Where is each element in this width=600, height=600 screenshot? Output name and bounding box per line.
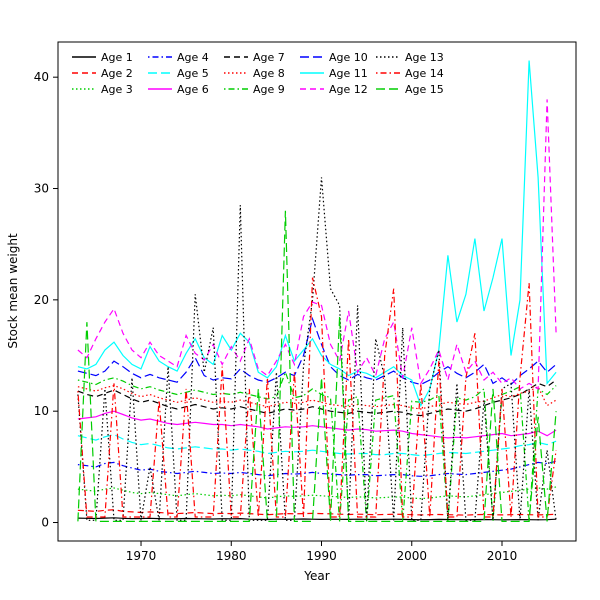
- legend-label-age-2: Age 2: [101, 67, 133, 80]
- legend-label-age-9: Age 9: [253, 83, 285, 96]
- y-axis-label: Stock mean weight: [6, 233, 20, 349]
- series-line-age-14: [77, 277, 557, 518]
- legend-label-age-3: Age 3: [101, 83, 133, 96]
- series-line-age-5: [77, 433, 557, 457]
- x-tick-label: 2000: [396, 549, 427, 563]
- legend-label-age-12: Age 12: [329, 83, 368, 96]
- series-line-age-7: [77, 379, 557, 417]
- series-line-age-3: [77, 486, 557, 500]
- series-line-age-15: [77, 210, 557, 522]
- legend-label-age-14: Age 14: [405, 67, 444, 80]
- legend-label-age-10: Age 10: [329, 51, 368, 64]
- series-line-age-12: [77, 99, 557, 390]
- legend-label-age-13: Age 13: [405, 51, 444, 64]
- legend-label-age-11: Age 11: [329, 67, 368, 80]
- legend-label-age-6: Age 6: [177, 83, 209, 96]
- series-line-age-6: [77, 410, 557, 439]
- legend-label-age-8: Age 8: [253, 67, 285, 80]
- plot-box: [57, 41, 577, 542]
- y-tick-label: 20: [34, 293, 49, 307]
- series-line-age-13: [77, 177, 557, 521]
- x-tick-label: 1970: [126, 549, 157, 563]
- y-tick-label: 0: [41, 516, 49, 530]
- y-tick-label: 40: [34, 70, 49, 84]
- x-tick-label: 2010: [487, 549, 518, 563]
- x-tick-label: 1990: [306, 549, 337, 563]
- legend-label-age-7: Age 7: [253, 51, 285, 64]
- series-line-age-8: [77, 384, 557, 410]
- x-axis-label: Year: [303, 569, 329, 583]
- series-line-age-1: [77, 517, 557, 521]
- legend-label-age-1: Age 1: [101, 51, 133, 64]
- legend-label-age-5: Age 5: [177, 67, 209, 80]
- y-tick-label: 10: [34, 404, 49, 418]
- series-line-age-11: [77, 60, 557, 408]
- series-line-age-9: [77, 370, 557, 522]
- legend-label-age-15: Age 15: [405, 83, 444, 96]
- y-tick-label: 30: [34, 182, 49, 196]
- series-line-age-4: [77, 460, 557, 477]
- legend-label-age-4: Age 4: [177, 51, 209, 64]
- series-line-age-10: [77, 316, 557, 386]
- x-tick-label: 1980: [216, 549, 247, 563]
